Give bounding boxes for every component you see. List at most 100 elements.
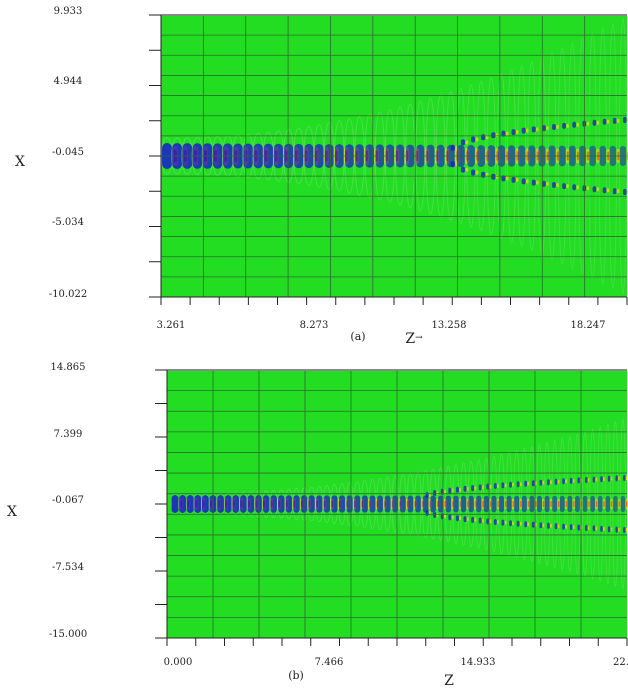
field-lobe [592,525,596,532]
field-lobe [459,487,462,492]
field-lobe [546,126,549,131]
field-trough [262,495,270,513]
field-lobe [554,523,558,530]
field-lobe [623,189,627,195]
field-lobe [466,517,469,522]
field-lobe [600,525,603,532]
field-lobe [501,175,506,182]
field-lobe [481,134,486,141]
field-lobe [536,180,539,185]
y-axis-label-b: X [7,504,17,520]
field-peak [626,501,628,507]
field-lobe [547,522,550,529]
y-tick-label: 14.865 [51,362,86,373]
field-trough [255,495,262,513]
field-peak [588,500,590,508]
field-lobe [428,493,431,498]
field-lobe [612,188,617,195]
field-trough [536,495,542,513]
field-lobe [497,519,499,524]
field-lobe [547,479,550,486]
field-lobe [481,171,486,178]
field-trough [422,495,429,513]
field-lobe [600,476,603,483]
y-tick-label: 7.399 [54,429,83,440]
field-trough [514,495,520,513]
x-tick-marks-b [166,638,628,646]
field-trough [582,495,588,513]
field-lobe [466,486,469,491]
plot-border-top-a [161,14,627,16]
field-lobe [524,521,528,528]
field-trough [285,495,293,513]
field-trough [278,495,285,513]
x-tick-label: 13.258 [432,320,467,331]
field-trough [415,495,421,513]
field-lobe [595,526,598,531]
field-peak [520,500,522,508]
field-lobe [546,181,549,186]
field-lobe [450,161,456,168]
field-trough [300,495,308,513]
field-lobe [587,526,590,531]
x-tick-label: 3.261 [157,320,186,331]
panel-a: 9.933 4.944 -0.045 -5.034 -10.022 3.261 … [15,6,628,347]
field-trough [399,495,406,513]
field-halo [460,462,468,546]
field-lobe [448,487,452,494]
field-lobe [489,519,492,524]
field-lobe [450,144,456,151]
field-trough [521,495,527,513]
field-lobe [585,525,588,532]
field-peak [542,500,545,508]
field-lobe [572,478,575,483]
field-trough [620,496,626,512]
field-lobe [509,520,512,527]
field-lobe [612,117,617,124]
field-trough [240,495,247,513]
field-peak [535,500,537,508]
field-lobe [504,483,507,488]
field-halo [467,460,475,548]
field-lobe [562,183,567,190]
field-trough [316,495,323,513]
field-lobe [493,518,497,525]
field-lobe [465,140,469,145]
field-trough [483,495,489,513]
field-trough [445,495,452,513]
field-lobe [557,479,560,484]
field-lobe [491,173,496,180]
field-peak [573,500,575,508]
field-peak [550,500,552,508]
y-tick-label: 4.944 [54,76,83,87]
field-lobe [556,124,559,129]
field-lobe [425,509,429,516]
field-lobe [516,520,520,527]
field-lobe [521,127,526,134]
field-lobe [428,510,431,515]
field-lobe [596,120,599,125]
field-peak [505,500,507,508]
field-trough [194,495,202,513]
y-tick-label: -5.034 [52,217,84,228]
field-lobe [610,527,613,532]
x-axis-name-a: Z [405,331,415,347]
field-lobe [511,176,516,183]
field-lobe [562,478,565,485]
field-lobe [618,527,620,532]
field-lobe [486,518,490,525]
field-lobe [618,476,620,481]
field-lobe [625,476,628,480]
field-lobe [562,122,567,129]
field-lobe [603,477,605,482]
field-lobe [481,518,484,523]
field-lobe [541,180,546,187]
field-halo [429,468,437,540]
field-lobe [489,484,492,489]
field-lobe [596,187,599,192]
field-halo [490,455,498,553]
x-tick-label: 14.933 [461,657,496,668]
field-peak [618,500,620,508]
field-lobe [455,486,459,493]
field-lobe [566,184,569,189]
